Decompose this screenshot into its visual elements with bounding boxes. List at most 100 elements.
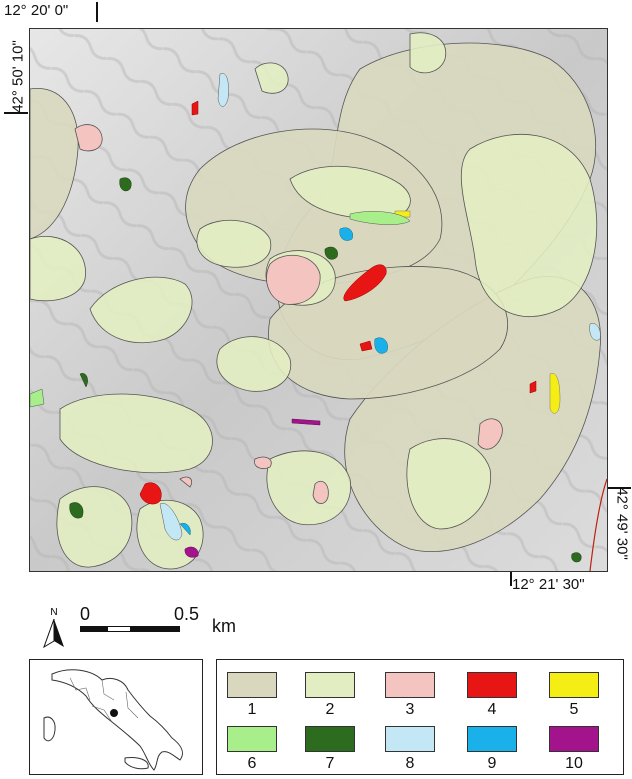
italy-locator-map — [29, 659, 203, 775]
landslide-class-3[interactable] — [266, 255, 321, 305]
landslide-class-4[interactable] — [191, 100, 199, 116]
landslide-class-6[interactable] — [349, 211, 411, 225]
landslide-class-2[interactable] — [196, 219, 272, 268]
legend-item-6: 6 — [227, 726, 277, 773]
landslide-class-2[interactable] — [409, 32, 447, 74]
legend-item-3: 3 — [385, 672, 435, 719]
map-boundary-line — [589, 478, 607, 571]
landslide-class-9[interactable] — [339, 227, 353, 241]
legend-swatch-10 — [549, 726, 599, 752]
legend-swatch-6 — [227, 726, 277, 752]
landslide-class-1[interactable] — [268, 266, 509, 400]
bottom-right-latitude-label: 42° 49' 30" — [613, 487, 631, 560]
legend-label-3: 3 — [405, 701, 415, 718]
legend-item-7: 7 — [305, 726, 355, 773]
legend-label-5: 5 — [569, 701, 579, 718]
landslide-class-3[interactable] — [179, 476, 193, 488]
landslide-class-3[interactable] — [74, 124, 103, 152]
landslide-class-9[interactable] — [179, 523, 191, 536]
bottom-right-longitude-label: 12° 21' 30" — [512, 576, 585, 593]
class-7-polygons — [69, 177, 582, 563]
scale-bar-black-segment-0 — [80, 626, 108, 632]
north-arrow-icon: N — [43, 607, 64, 649]
landslide-class-5[interactable] — [549, 373, 561, 414]
landslide-class-7[interactable] — [324, 246, 338, 260]
landslide-class-10[interactable] — [291, 418, 321, 426]
landslide-class-7[interactable] — [571, 552, 582, 563]
landslide-class-2[interactable] — [216, 336, 292, 392]
landslide-class-2[interactable] — [289, 165, 411, 220]
legend-item-1: 1 — [227, 672, 277, 719]
landslide-map[interactable] — [29, 28, 608, 572]
landslide-class-2[interactable] — [89, 276, 193, 344]
scale-bar-black-segment-1 — [130, 626, 180, 632]
legend-item-2: 2 — [305, 672, 355, 719]
legend-swatch-1 — [227, 672, 277, 698]
top-left-latitude-label: 42° 50' 10" — [9, 40, 27, 113]
legend-label-8: 8 — [405, 755, 415, 772]
legend-item-4: 4 — [467, 672, 517, 719]
landslide-class-8[interactable] — [589, 323, 601, 341]
legend: 1 2 3 4 5 6 7 8 9 10 — [216, 659, 624, 775]
landslide-class-4[interactable] — [359, 340, 373, 352]
top-left-longitude-tick — [96, 2, 98, 22]
scale-start-label: 0 — [80, 604, 91, 624]
legend-label-9: 9 — [487, 755, 497, 772]
landslide-class-2[interactable] — [460, 133, 598, 318]
legend-item-8: 8 — [385, 726, 435, 773]
legend-swatch-8 — [385, 726, 435, 752]
legend-label-2: 2 — [325, 701, 335, 718]
class-9-polygons — [179, 227, 388, 536]
legend-item-9: 9 — [467, 726, 517, 773]
legend-swatch-9 — [467, 726, 517, 752]
legend-swatch-4 — [467, 672, 517, 698]
top-left-latitude-tick — [4, 112, 28, 114]
scale-unit-label: km — [212, 616, 236, 636]
legend-swatch-3 — [385, 672, 435, 698]
class-8-polygons — [159, 73, 601, 541]
landslide-class-4[interactable] — [343, 264, 387, 302]
legend-label-4: 4 — [487, 701, 497, 718]
landslide-class-3[interactable] — [254, 456, 272, 469]
legend-label-10: 10 — [565, 755, 583, 772]
class-4-polygons — [139, 100, 537, 505]
landslide-class-7[interactable] — [79, 373, 88, 388]
legend-label-7: 7 — [325, 755, 335, 772]
legend-swatch-5 — [549, 672, 599, 698]
bottom-right-latitude-tick — [607, 487, 631, 489]
landslide-class-7[interactable] — [119, 177, 132, 192]
legend-item-10: 10 — [549, 726, 599, 773]
landslide-class-8[interactable] — [217, 73, 229, 107]
class-10-polygons — [184, 418, 321, 558]
landslide-class-6[interactable] — [30, 388, 45, 408]
scale-bar: 0 0.5 km — [66, 602, 256, 642]
landslide-class-7[interactable] — [69, 502, 84, 519]
class-6-polygons — [30, 211, 411, 408]
italy-outline-icon — [43, 669, 183, 771]
landslide-class-2[interactable] — [406, 438, 492, 530]
landslide-class-8[interactable] — [159, 502, 183, 541]
landslide-class-2[interactable] — [59, 393, 213, 474]
landslide-class-10[interactable] — [184, 546, 199, 558]
landslide-class-1[interactable] — [30, 87, 79, 240]
legend-label-6: 6 — [247, 755, 257, 772]
legend-item-5: 5 — [549, 672, 599, 719]
top-left-longitude-label: 12° 20' 0" — [4, 2, 69, 19]
legend-label-1: 1 — [247, 701, 257, 718]
landslide-class-2[interactable] — [30, 236, 86, 302]
landslide-class-2[interactable] — [266, 450, 352, 526]
study-area-marker-icon — [109, 708, 119, 718]
landslide-class-2[interactable] — [254, 62, 289, 94]
landslide-class-3[interactable] — [477, 418, 503, 450]
legend-swatch-2 — [305, 672, 355, 698]
landslide-class-9[interactable] — [374, 337, 388, 354]
landslide-class-3[interactable] — [312, 480, 329, 504]
north-label: N — [50, 607, 57, 618]
landslide-class-4[interactable] — [529, 380, 537, 394]
landslide-class-4[interactable] — [139, 482, 162, 505]
class-3-polygons — [74, 124, 503, 504]
legend-swatch-7 — [305, 726, 355, 752]
scale-mid-label: 0.5 — [174, 604, 200, 624]
bottom-right-longitude-tick — [510, 570, 512, 586]
class-2-polygons — [30, 32, 598, 570]
